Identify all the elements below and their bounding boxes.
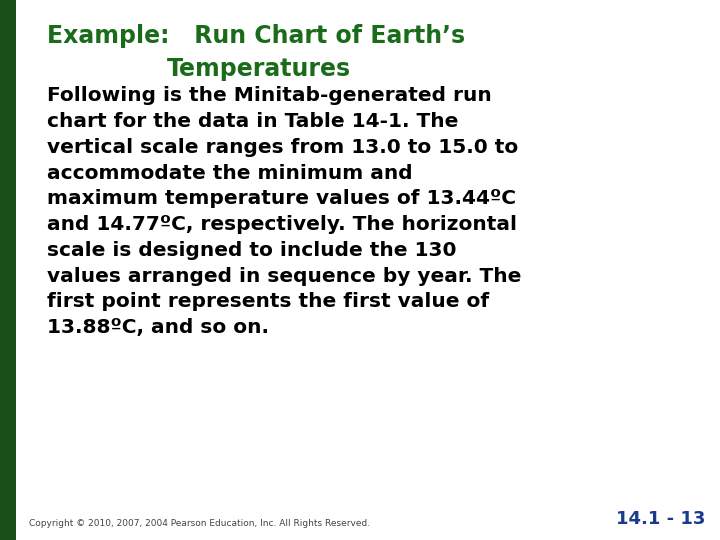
Text: Copyright © 2010, 2007, 2004 Pearson Education, Inc. All Rights Reserved.: Copyright © 2010, 2007, 2004 Pearson Edu… (29, 519, 370, 528)
Text: Temperatures: Temperatures (167, 57, 351, 80)
Text: Example:   Run Chart of Earth’s: Example: Run Chart of Earth’s (47, 24, 465, 48)
Text: 14.1 - 13: 14.1 - 13 (616, 510, 706, 528)
Text: Following is the Minitab-generated run
chart for the data in Table 14-1. The
ver: Following is the Minitab-generated run c… (47, 86, 521, 337)
